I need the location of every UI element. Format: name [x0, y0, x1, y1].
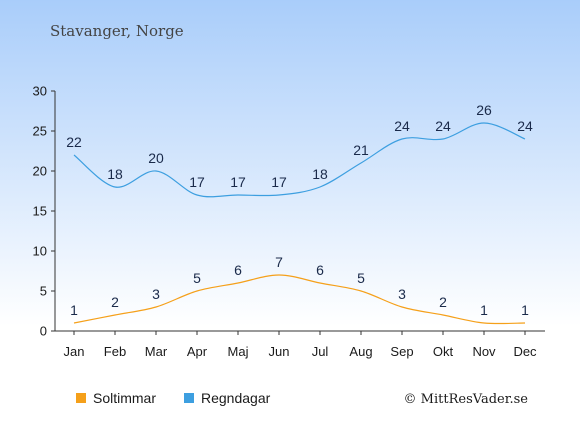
- y-tick-label: 20: [33, 164, 47, 179]
- y-tick-label: 5: [40, 284, 47, 299]
- data-label-soltimmar: 2: [111, 294, 119, 310]
- legend-label-soltimmar: Soltimmar: [93, 390, 156, 406]
- x-tick-label: Nov: [472, 344, 496, 359]
- data-label-regndagar: 17: [271, 174, 287, 190]
- data-label-soltimmar: 1: [70, 302, 78, 318]
- y-tick-label: 15: [33, 204, 47, 219]
- data-label-soltimmar: 3: [152, 286, 160, 302]
- data-label-soltimmar: 2: [439, 294, 447, 310]
- data-label-regndagar: 18: [107, 166, 123, 182]
- data-label-regndagar: 22: [66, 134, 82, 150]
- x-tick-label: Okt: [433, 344, 454, 359]
- x-tick-label: Maj: [228, 344, 249, 359]
- data-label-regndagar: 21: [353, 142, 369, 158]
- chart-title: Stavanger, Norge: [50, 22, 184, 40]
- x-tick-label: Sep: [390, 344, 413, 359]
- legend: Soltimmar Regndagar: [76, 390, 271, 406]
- data-label-soltimmar: 6: [316, 262, 324, 278]
- x-tick-label: Jul: [312, 344, 329, 359]
- data-label-soltimmar: 6: [234, 262, 242, 278]
- y-tick-label: 10: [33, 244, 47, 259]
- data-label-soltimmar: 3: [398, 286, 406, 302]
- series-line-regndagar: [73, 122, 526, 198]
- data-label-soltimmar: 5: [193, 270, 201, 286]
- data-label-regndagar: 17: [189, 174, 205, 190]
- legend-swatch-regndagar: [184, 393, 194, 403]
- data-label-regndagar: 17: [230, 174, 246, 190]
- legend-swatch-soltimmar: [76, 393, 86, 403]
- x-tick-label: Jun: [269, 344, 290, 359]
- credit-text: © MittResVader.se: [404, 392, 529, 407]
- data-label-soltimmar: 1: [521, 302, 529, 318]
- y-tick-label: 25: [33, 124, 47, 139]
- y-tick-label: 30: [33, 84, 47, 99]
- data-label-regndagar: 24: [394, 118, 410, 134]
- data-label-regndagar: 20: [148, 150, 164, 166]
- x-tick-label: Mar: [145, 344, 168, 359]
- x-tick-label: Apr: [187, 344, 208, 359]
- x-tick-label: Feb: [104, 344, 126, 359]
- x-tick-label: Aug: [349, 344, 372, 359]
- data-label-soltimmar: 7: [275, 254, 283, 270]
- y-tick-label: 0: [40, 324, 47, 339]
- data-label-regndagar: 18: [312, 166, 328, 182]
- data-label-regndagar: 26: [476, 102, 492, 118]
- data-label-soltimmar: 1: [480, 302, 488, 318]
- legend-label-regndagar: Regndagar: [201, 390, 271, 406]
- data-label-regndagar: 24: [435, 118, 451, 134]
- x-tick-label: Dec: [513, 344, 537, 359]
- x-tick-label: Jan: [64, 344, 85, 359]
- series-line-soltimmar: [73, 274, 526, 325]
- series-lines: [73, 122, 526, 325]
- data-label-regndagar: 24: [517, 118, 533, 134]
- data-label-soltimmar: 5: [357, 270, 365, 286]
